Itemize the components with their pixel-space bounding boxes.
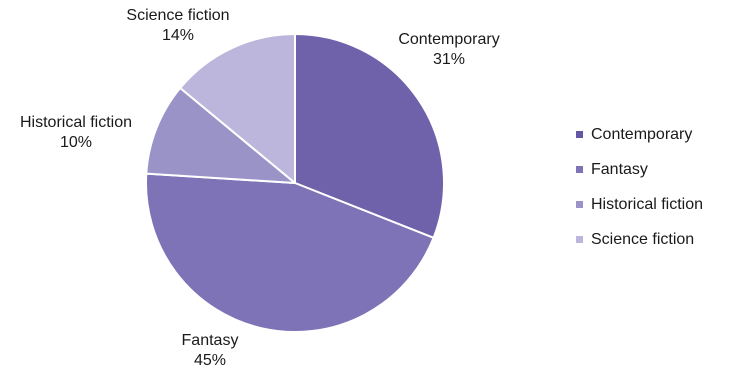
- chart-legend: Contemporary Fantasy Historical fiction …: [576, 123, 703, 263]
- pie-slice-contemporary: [294, 33, 445, 239]
- slice-label-science-fiction: Science fiction: [126, 7, 229, 24]
- pie-slice-science-fiction: [179, 33, 296, 184]
- slice-label-contemporary: Contemporary: [398, 31, 499, 48]
- slice-value-label-contemporary: 31%: [433, 51, 465, 68]
- slice-value-label-fantasy: 45%: [194, 352, 226, 369]
- slice-value-label-historical-fiction: 10%: [60, 134, 92, 151]
- legend-label-contemporary: Contemporary: [591, 125, 693, 143]
- legend-swatch-contemporary: [576, 131, 583, 138]
- slice-label-fantasy: Fantasy: [182, 332, 239, 349]
- legend-swatch-science-fiction: [576, 236, 583, 243]
- legend-item-historical-fiction: Historical fiction: [576, 193, 703, 216]
- slice-value-label-science-fiction: 14%: [162, 27, 194, 44]
- legend-label-science-fiction: Science fiction: [591, 230, 695, 248]
- pie-slice-historical-fiction: [145, 87, 296, 184]
- legend-label-historical-fiction: Historical fiction: [591, 195, 704, 213]
- legend-item-contemporary: Contemporary: [576, 123, 703, 146]
- legend-swatch-fantasy: [576, 166, 583, 173]
- slice-label-historical-fiction: Historical fiction: [20, 114, 132, 131]
- legend-item-science-fiction: Science fiction: [576, 228, 703, 251]
- legend-label-fantasy: Fantasy: [591, 160, 648, 178]
- legend-item-fantasy: Fantasy: [576, 158, 703, 181]
- pie-slice-fantasy: [144, 172, 435, 333]
- legend-swatch-historical-fiction: [576, 201, 583, 208]
